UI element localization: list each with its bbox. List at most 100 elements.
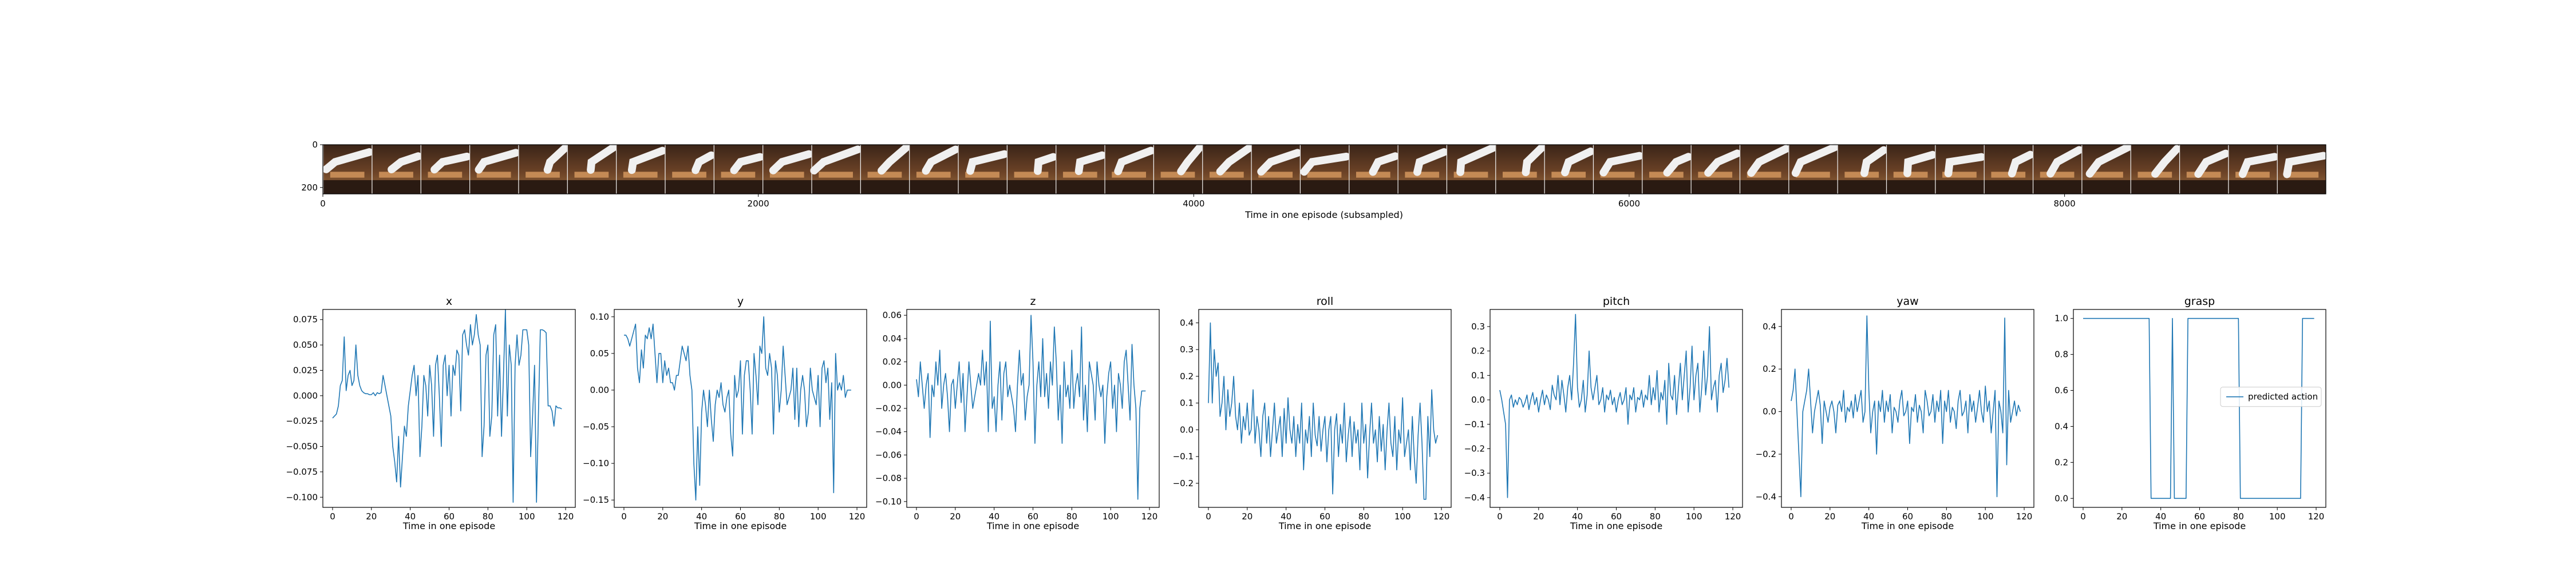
y-tick-label: 0.04 (883, 333, 902, 344)
frame-thumbnail (1495, 144, 1546, 194)
x-tick-label: 120 (2308, 511, 2325, 522)
frame-thumbnail (2179, 145, 2230, 194)
frame-thumbnail (1837, 145, 1888, 194)
x-tick-label: 40 (1281, 511, 1291, 522)
x-tick-label: 0 (1788, 511, 1794, 522)
frame-thumbnail (1935, 145, 1986, 194)
plot-title: yaw (1897, 295, 1918, 308)
frame-thumbnail (2032, 145, 2083, 194)
plot-title: z (1030, 295, 1036, 308)
strip-x-label: Time in one episode (subsampled) (1244, 209, 1403, 220)
strip-y-tick-label: 200 (301, 182, 318, 193)
x-tick-label: 100 (810, 511, 827, 522)
frame-thumbnail (2130, 145, 2181, 194)
frame-thumbnail (1299, 145, 1350, 194)
frame-thumbnails (322, 143, 2328, 194)
y-tick-label: −0.2 (1756, 449, 1776, 459)
x-tick-label: 0 (1497, 511, 1503, 522)
frame-thumbnail (420, 145, 471, 194)
frame-thumbnail (567, 143, 618, 194)
y-tick-label: 0.10 (590, 312, 609, 322)
x-axis-label: Time in one episode (1570, 521, 1662, 531)
y-tick-label: 0.3 (1180, 344, 1194, 355)
plot-title: y (737, 295, 744, 308)
frame-thumbnail (762, 145, 813, 194)
x-tick-label: 0 (330, 511, 335, 522)
strip-x-tick-label: 0 (320, 198, 326, 209)
y-tick-label: −0.4 (1464, 492, 1485, 503)
strip-x-tick-label: 6000 (1618, 198, 1640, 209)
y-tick-label: −0.10 (583, 458, 609, 468)
x-axis-label: Time in one episode (1278, 521, 1371, 531)
x-axis-label: Time in one episode (2153, 521, 2246, 531)
x-tick-label: 20 (1533, 511, 1544, 522)
y-tick-label: 0.1 (1471, 370, 1485, 380)
y-tick-label: 0.0 (2055, 493, 2068, 503)
y-tick-label: 0.4 (1180, 317, 1194, 328)
strip-axes-frame (322, 144, 2326, 194)
y-tick-label: −0.2 (1173, 478, 1194, 488)
strip-y-tick-label: 0 (312, 140, 318, 150)
strip-x-ticks: 0 2000 4000 6000 8000 (320, 194, 2076, 209)
x-tick-label: 40 (1863, 511, 1874, 522)
series-line-z (916, 315, 1146, 500)
y-tick-label: −0.15 (583, 495, 609, 505)
x-tick-label: 80 (1358, 511, 1369, 522)
frame-thumbnail (372, 145, 422, 194)
y-tick-label: 1.0 (2055, 313, 2068, 324)
frame-thumbnail (1593, 145, 1643, 194)
x-tick-label: 20 (1824, 511, 1835, 522)
y-tick-label: −0.2 (1464, 443, 1485, 454)
x-tick-label: 20 (657, 511, 668, 522)
x-tick-label: 60 (2194, 511, 2205, 522)
y-tick-label: 0.2 (1471, 346, 1485, 356)
frame-thumbnail (1886, 145, 1937, 194)
x-tick-label: 0 (914, 511, 919, 522)
plot-grasp: grasp 0 20 40 60 80 100 120 0.0 0.2 0.4 0.6 0.8 1.0 Ti… (2055, 295, 2326, 531)
x-tick-label: 40 (989, 511, 999, 522)
x-axis-label: Time in one episode (1861, 521, 1954, 531)
x-tick-label: 60 (1902, 511, 1913, 522)
y-tick-label: 0.075 (293, 315, 318, 325)
frame-thumbnail (860, 143, 911, 194)
y-tick-label: 0.0 (1180, 424, 1194, 435)
frame-thumbnail (2277, 145, 2328, 194)
y-tick-label: −0.08 (875, 473, 902, 483)
x-tick-label: 120 (2016, 511, 2033, 522)
y-tick-label: 0.2 (1180, 371, 1194, 382)
frame-thumbnail (518, 144, 569, 194)
y-tick-label: −0.4 (1756, 491, 1776, 502)
x-tick-label: 100 (519, 511, 535, 522)
frame-thumbnail (1788, 143, 1839, 194)
frame-thumbnail (1690, 145, 1741, 194)
frame-thumbnail (1349, 145, 1400, 194)
y-tick-label: −0.075 (286, 467, 318, 477)
y-tick-label: −0.1 (1464, 419, 1485, 430)
series-line-x (332, 309, 562, 503)
frame-thumbnail (616, 145, 666, 194)
frame-thumbnail (1446, 144, 1497, 194)
y-tick-label: −0.02 (875, 403, 902, 414)
x-tick-label: 60 (1028, 511, 1038, 522)
x-tick-label: 20 (950, 511, 961, 522)
y-tick-label: 0.8 (2055, 349, 2068, 360)
plot-z: z 0 20 40 60 80 100 120 −0.10 −0.08 −0.06 −0.04 −0.0… (875, 295, 1160, 531)
frame-thumbnail (713, 145, 764, 194)
frame-thumbnail (665, 145, 716, 194)
y-tick-label: −0.025 (286, 416, 318, 426)
y-tick-label: 0.025 (293, 365, 318, 375)
y-tick-label: 0.3 (1471, 321, 1485, 332)
y-tick-label: −0.05 (583, 422, 609, 432)
x-tick-label: 120 (1725, 511, 1741, 522)
strip-x-tick-label: 8000 (2054, 198, 2076, 209)
x-axis-label: Time in one episode (402, 521, 495, 531)
x-tick-label: 40 (2155, 511, 2166, 522)
x-tick-label: 0 (1206, 511, 1211, 522)
series-line-roll (1208, 322, 1439, 500)
frame-thumbnail (469, 145, 520, 194)
x-tick-label: 0 (2080, 511, 2086, 522)
y-tick-label: 0.0 (1763, 407, 1776, 417)
series-line-y (624, 316, 851, 501)
